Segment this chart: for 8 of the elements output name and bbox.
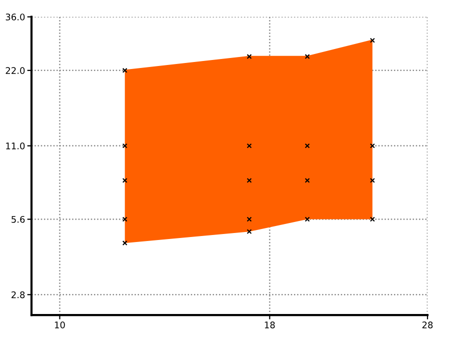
y-tick-label: 5.6 [12, 216, 25, 223]
x-tick-label: 10 [54, 322, 65, 328]
y-tick-label: 22.0 [6, 67, 25, 74]
x-tick-label: 28 [422, 322, 433, 328]
y-tick-label: 11.0 [6, 142, 25, 150]
x-tick-label: 18 [264, 322, 275, 328]
y-tick-label: 2.8 [12, 291, 25, 298]
y-tick-label: 36.0 [6, 14, 25, 20]
